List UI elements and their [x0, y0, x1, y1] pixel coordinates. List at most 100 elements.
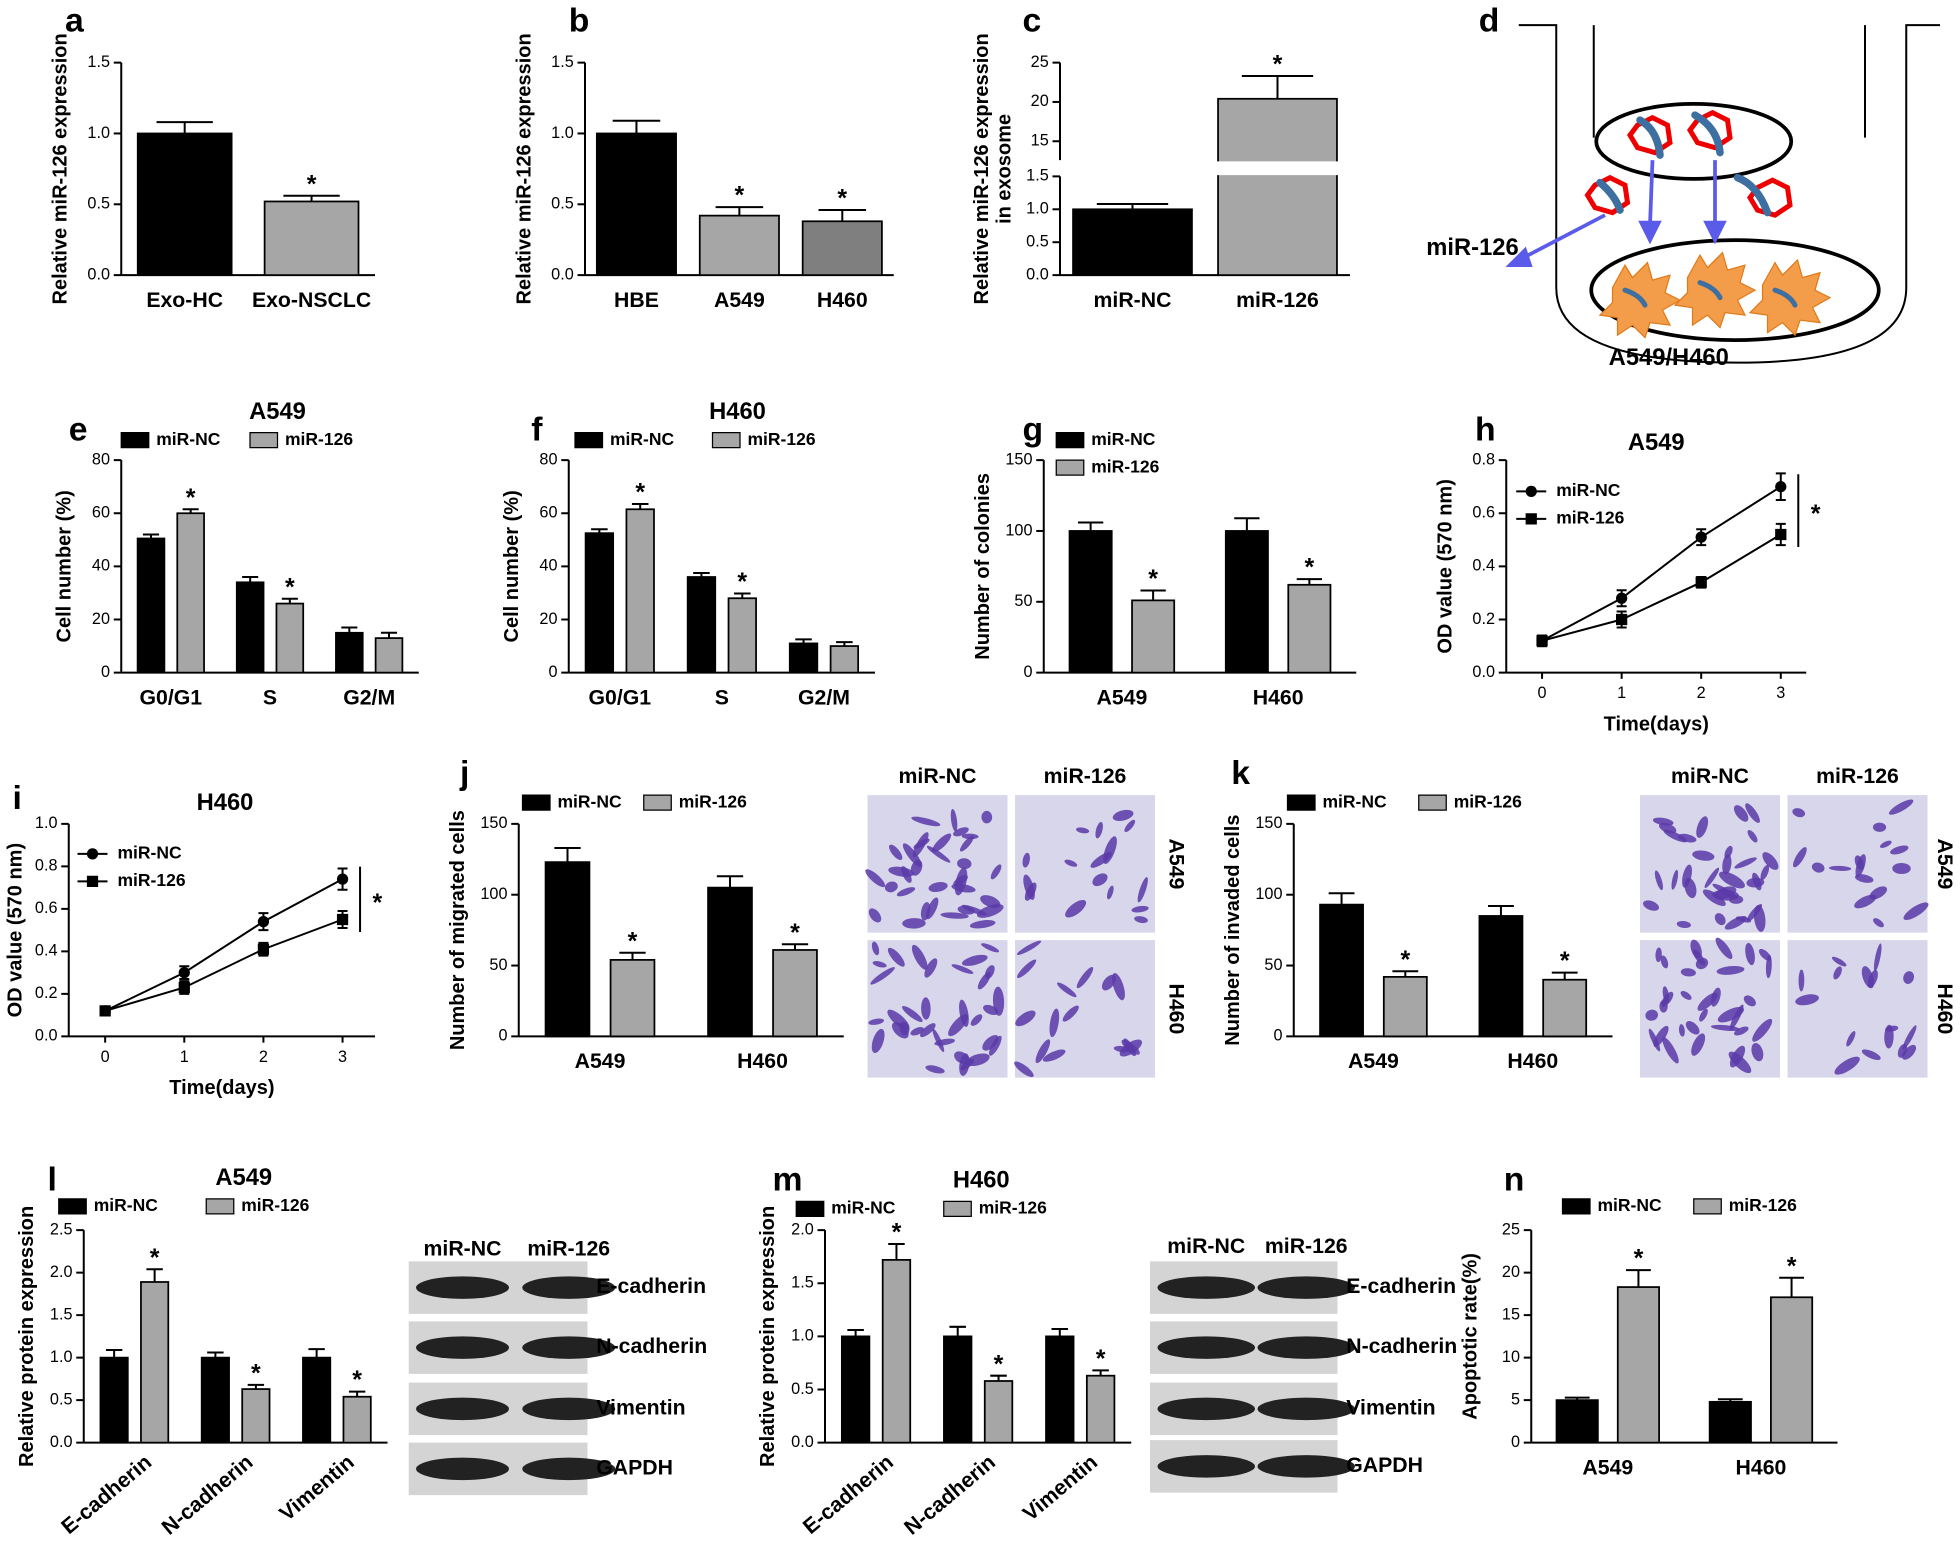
y-tick-label: 0.0 — [87, 265, 110, 283]
x-tick-label: 1 — [180, 1048, 189, 1066]
legend-swatch — [1561, 1198, 1591, 1215]
marker — [1616, 613, 1628, 626]
cell-stain — [1798, 969, 1805, 992]
legend-label: miR-126 — [285, 429, 353, 449]
bar — [983, 1380, 1014, 1444]
y-axis-label: OD value (570 nm) — [1435, 479, 1457, 654]
blot-column-label: miR-126 — [1265, 1234, 1348, 1258]
error-bar — [308, 1348, 325, 1358]
line — [104, 878, 344, 1012]
error-bar — [341, 626, 358, 633]
bar — [1224, 530, 1269, 674]
exosome — [1686, 109, 1733, 151]
legend-label: miR-126 — [979, 1198, 1047, 1218]
significance: * — [994, 1350, 1004, 1378]
legend-swatch — [205, 1198, 235, 1215]
panel-letter: n — [1504, 1160, 1525, 1198]
bar — [1319, 903, 1364, 1038]
x-tick-label: E-cadherin — [798, 1450, 898, 1539]
x-tick-label: A549 — [1096, 685, 1147, 709]
cell-stain — [940, 912, 969, 919]
bar — [1072, 208, 1193, 276]
y-tick-label: 60 — [539, 504, 557, 522]
y-tick-label: 10 — [1502, 1348, 1520, 1366]
legend-label: miR-126 — [241, 1195, 309, 1215]
cell-stain — [1834, 1056, 1860, 1075]
error-bar — [207, 1351, 224, 1358]
marker — [1616, 592, 1628, 604]
cell-stain — [1735, 916, 1752, 923]
marker — [178, 967, 190, 979]
cell-stain — [959, 1053, 970, 1076]
y-tick-label: 0.4 — [1472, 557, 1495, 575]
cell-stain — [977, 972, 991, 990]
y-tick-label: 100 — [1255, 885, 1282, 903]
x-tick-label: 3 — [1776, 684, 1785, 702]
bar — [544, 861, 591, 1038]
transwell-diagram: d miR-126 A549/H460 — [1426, 2, 1940, 371]
error-bar — [1392, 970, 1419, 977]
cell-stain — [911, 816, 941, 827]
line — [104, 918, 343, 1012]
bar — [1478, 915, 1524, 1038]
cell-stain — [1795, 994, 1819, 1006]
legend-label: miR-NC — [558, 791, 623, 811]
error-bar — [612, 119, 661, 134]
legend-swatch — [249, 432, 279, 449]
cell-stain — [1901, 1044, 1917, 1060]
cell-stain — [1793, 847, 1807, 868]
y-tick-label: 0.5 — [791, 1380, 814, 1398]
x-tick-label: H460 — [817, 288, 868, 312]
marker — [257, 943, 270, 955]
cell-stain — [868, 908, 882, 923]
bar — [625, 508, 655, 674]
y-tick-label: 100 — [1005, 521, 1032, 539]
cell-stain — [1734, 1026, 1749, 1036]
y-tick-label: 40 — [539, 557, 557, 575]
error-bar — [1551, 971, 1578, 980]
significance: * — [837, 185, 847, 213]
cell-stain — [1846, 1031, 1856, 1047]
cell-stain — [870, 967, 895, 985]
significance: * — [1560, 947, 1570, 975]
error-bar — [591, 528, 608, 534]
x-tick-label: A549 — [1348, 1049, 1399, 1073]
cell-stain — [1654, 870, 1663, 891]
bar — [99, 1356, 129, 1444]
x-tick-label: N-cadherin — [157, 1450, 257, 1540]
y-axis-label: Number of migrated cells — [447, 810, 469, 1050]
y-tick-label: 1.0 — [35, 814, 58, 832]
cell-stain — [1722, 854, 1732, 875]
cell-stain — [887, 947, 905, 967]
cell-stain — [1658, 822, 1677, 834]
x-tick-label: HBE — [614, 288, 659, 312]
y-tick-label: 15 — [1031, 132, 1049, 150]
y-tick-label: 50 — [1014, 592, 1032, 610]
cell-stain — [1660, 955, 1669, 969]
cell-stain — [970, 1014, 983, 1026]
cell-stain — [1728, 1051, 1752, 1074]
cell-stain — [1095, 821, 1103, 839]
image-column-label: miR-NC — [899, 764, 977, 788]
cell-stain — [868, 1018, 885, 1025]
error-bar — [949, 1325, 966, 1337]
cell-stain — [1762, 852, 1779, 870]
significance: * — [1148, 565, 1158, 593]
cell-stain — [1697, 992, 1718, 1011]
error-bar — [990, 1374, 1007, 1381]
legend-label: miR-NC — [1091, 429, 1156, 449]
y-axis-label: Relative protein expression — [757, 1206, 779, 1467]
cell-stain — [1685, 1021, 1700, 1035]
chart-title: A549 — [1628, 429, 1685, 456]
cell-stain — [931, 833, 952, 853]
significance: * — [1811, 500, 1821, 528]
panel-letter: m — [773, 1160, 803, 1198]
chart-title: A549 — [215, 1164, 272, 1191]
x-tick-label: 3 — [338, 1048, 347, 1066]
legend-swatch — [1055, 459, 1085, 476]
x-tick-label: A549 — [575, 1049, 626, 1073]
bar — [829, 645, 860, 674]
cell-stain — [1064, 859, 1078, 867]
cell-stain — [902, 1006, 923, 1022]
error-bar — [716, 875, 744, 888]
